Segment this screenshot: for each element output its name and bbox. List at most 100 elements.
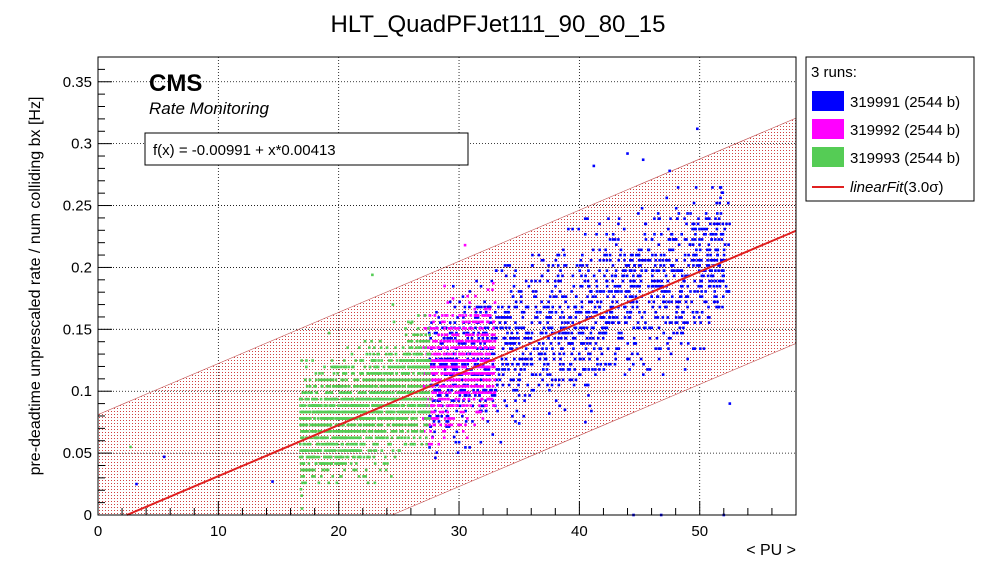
data-point-319991 (559, 347, 563, 350)
data-point-319993 (377, 397, 381, 401)
data-point-319993 (397, 449, 401, 452)
data-point-319991 (633, 269, 636, 272)
data-point-319991 (453, 305, 457, 309)
data-point-319991 (700, 310, 704, 314)
data-point-319993 (314, 372, 318, 375)
data-point-319992 (478, 352, 481, 356)
data-point-319991 (439, 347, 443, 350)
data-point-319993 (303, 449, 306, 452)
data-point-319991 (472, 331, 475, 335)
data-point-319991 (586, 279, 590, 283)
data-point-319991 (693, 238, 697, 241)
data-point-319993 (421, 372, 424, 375)
data-point-319991 (466, 336, 470, 340)
data-point-319993 (387, 365, 391, 369)
data-point-319993 (411, 404, 415, 407)
data-point-319992 (449, 372, 453, 375)
data-point-319993 (315, 455, 319, 459)
data-point-319992 (491, 281, 495, 285)
data-point-319991 (670, 232, 674, 236)
data-point-319991 (722, 248, 726, 252)
data-point-319991 (437, 316, 441, 319)
data-point-319991 (695, 248, 698, 252)
data-point-319991 (653, 232, 656, 236)
data-point-319991 (715, 222, 719, 226)
data-point-319991 (495, 269, 498, 272)
data-point-319991 (615, 347, 618, 350)
data-point-319993 (345, 455, 348, 459)
data-point-319991 (686, 321, 689, 324)
data-point-319991 (601, 326, 604, 330)
data-point-319991 (482, 388, 486, 392)
data-point-319991 (650, 326, 654, 330)
data-point-319991 (512, 378, 515, 382)
data-point-319991 (503, 336, 507, 340)
data-point-319993 (349, 449, 353, 452)
data-point-319992 (450, 352, 454, 356)
data-point-319991 (691, 238, 694, 241)
data-point-outlier (135, 482, 138, 486)
data-point-319991 (583, 368, 586, 371)
data-point-319991 (678, 269, 682, 272)
data-point-319993 (303, 423, 307, 427)
data-point-319992 (471, 346, 474, 349)
data-point-319991 (452, 399, 456, 402)
data-point-319991 (648, 326, 652, 330)
data-point-319991 (512, 284, 516, 288)
data-point-319991 (594, 368, 597, 371)
data-point-319993 (313, 449, 317, 452)
data-point-319991 (466, 357, 470, 361)
data-point-319991 (491, 399, 495, 402)
data-point-319991 (626, 342, 630, 345)
data-point-319993 (375, 410, 379, 414)
data-point-319991 (562, 362, 565, 366)
data-point-319991 (464, 394, 467, 397)
data-point-319991 (523, 368, 526, 371)
data-point-319991 (580, 326, 584, 330)
data-point-319993 (427, 404, 430, 407)
data-point-319991 (524, 279, 528, 283)
data-point-319993 (385, 346, 389, 349)
data-point-319991 (554, 399, 558, 402)
data-point-319991 (488, 321, 492, 324)
data-point-319993 (341, 430, 344, 433)
data-point-319991 (540, 274, 544, 278)
data-point-319992 (443, 397, 447, 401)
data-point-319993 (333, 384, 337, 388)
data-point-319993 (420, 391, 424, 395)
data-point-319993 (346, 346, 349, 349)
data-point-319993 (410, 404, 413, 407)
data-point-319991 (462, 331, 466, 335)
data-point-319991 (699, 295, 702, 298)
data-point-319993 (350, 417, 353, 420)
data-point-319991 (518, 373, 521, 376)
data-point-319991 (523, 394, 527, 397)
data-point-319991 (663, 290, 667, 293)
data-point-319991 (687, 264, 690, 267)
data-point-319992 (467, 397, 471, 401)
data-point-319991 (629, 279, 632, 283)
data-point-319991 (473, 362, 477, 366)
data-point-319991 (573, 368, 577, 371)
data-point-319993 (412, 352, 416, 356)
data-point-319993 (331, 410, 334, 414)
data-point-319993 (332, 410, 336, 414)
data-point-319992 (466, 417, 469, 420)
data-point-319991 (511, 336, 515, 340)
data-point-319991 (439, 342, 443, 345)
data-point-319992 (490, 333, 494, 337)
data-point-319991 (503, 264, 507, 267)
data-point-319991 (672, 274, 676, 278)
data-point-319993 (324, 417, 328, 420)
data-point-319993 (361, 391, 365, 395)
data-point-319993 (386, 404, 390, 407)
data-point-319993 (341, 410, 345, 414)
data-point-319991 (609, 305, 613, 309)
data-point-319993 (411, 442, 415, 446)
data-point-319992 (455, 365, 458, 369)
data-point-319991 (725, 290, 728, 293)
data-point-319991 (664, 305, 667, 309)
data-point-319991 (668, 169, 671, 173)
data-point-319991 (658, 284, 662, 288)
data-point-319991 (708, 316, 711, 319)
